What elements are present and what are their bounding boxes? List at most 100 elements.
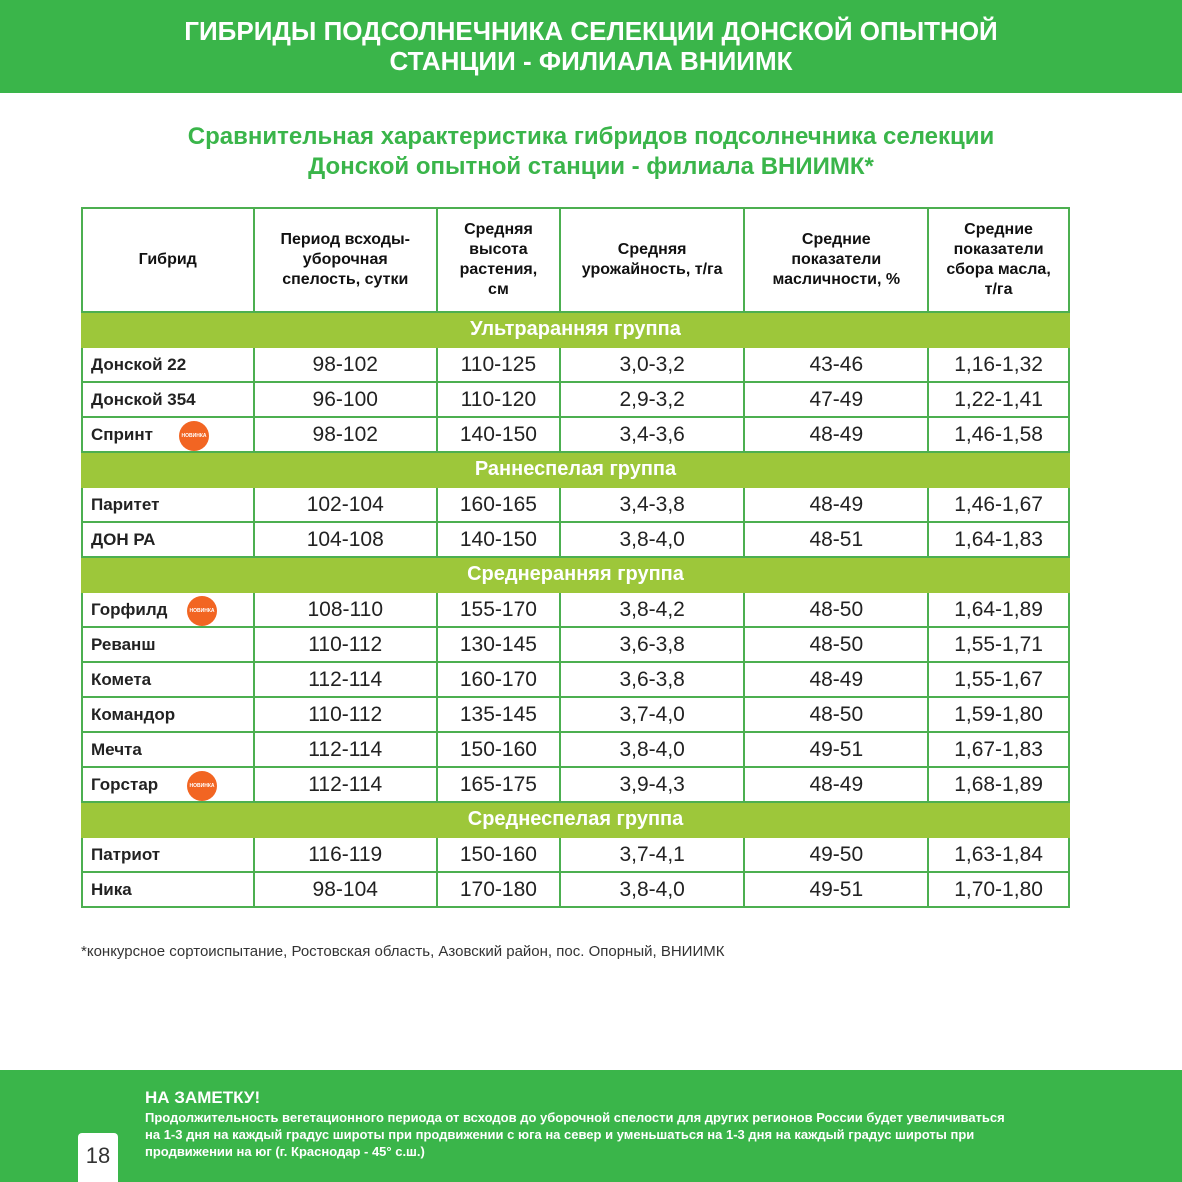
cell-value: 1,16-1,32 <box>927 346 1070 383</box>
cell-value: 3,9-4,3 <box>558 766 746 803</box>
cell-value: 3,4-3,8 <box>558 486 746 523</box>
hybrid-name-text: Мечта <box>91 739 142 759</box>
note-title: НА ЗАМЕТКУ! <box>145 1088 261 1107</box>
cell-value: 1,46-1,67 <box>927 486 1070 523</box>
cell-value: 110-120 <box>436 381 561 418</box>
cell-value: 98-102 <box>252 416 438 453</box>
cell-value: 48-50 <box>743 626 930 663</box>
group-name: Среднеранняя группа <box>81 556 1070 593</box>
hybrid-name-text: Командор <box>91 704 176 724</box>
hybrid-name-text: Патриот <box>91 844 161 864</box>
hybrid-name: Горстар НОВИНКА <box>81 766 255 803</box>
group-row: Ультраранняя группа <box>81 311 1070 348</box>
hybrid-name: Донской 22 <box>81 346 255 383</box>
cell-value: 49-50 <box>743 836 930 873</box>
hybrid-name: Горфилд НОВИНКА <box>81 591 255 628</box>
hybrid-name: Комета <box>81 661 255 698</box>
page-number: 18 <box>78 1133 118 1182</box>
cell-value: 112-114 <box>252 731 438 768</box>
column-header: Гибрид <box>81 207 255 313</box>
cell-value: 160-170 <box>436 661 561 698</box>
cell-value: 49-51 <box>743 871 930 908</box>
group-name: Ультраранняя группа <box>81 311 1070 348</box>
hybrid-name: Командор <box>81 696 255 733</box>
group-row: Среднеранняя группа <box>81 556 1070 593</box>
cell-value: 108-110 <box>252 591 438 628</box>
hybrid-name: Донской 354 <box>81 381 255 418</box>
cell-value: 135-145 <box>436 696 561 733</box>
column-header: Средняя высота растения, см <box>436 207 561 313</box>
hybrid-name: Реванш <box>81 626 255 663</box>
hybrid-name: ДОН РА <box>81 521 255 558</box>
cell-value: 140-150 <box>436 521 561 558</box>
cell-value: 48-51 <box>743 521 930 558</box>
cell-value: 3,8-4,0 <box>558 731 746 768</box>
note-text: Продолжительность вегетационного периода… <box>145 1110 1005 1159</box>
cell-value: 48-49 <box>743 486 930 523</box>
group-row: Раннеспелая группа <box>81 451 1070 488</box>
cell-value: 3,6-3,8 <box>558 626 746 663</box>
cell-value: 49-51 <box>743 731 930 768</box>
table-row: Патриот 116-119 150-160 3,7-4,1 49-50 1,63-1,… <box>81 836 1070 873</box>
hybrid-name: Ника <box>81 871 255 908</box>
table-row: Мечта 112-114 150-160 3,8-4,0 49-51 1,67-1,83 <box>81 731 1070 768</box>
cell-value: 48-50 <box>743 591 930 628</box>
table-row: Донской 354 96-100 110-120 2,9-3,2 47-49 1,22… <box>81 381 1070 418</box>
hybrid-name-text: Горфилд <box>91 599 168 619</box>
cell-value: 48-49 <box>743 416 930 453</box>
cell-value: 47-49 <box>743 381 930 418</box>
column-header: Средняя урожайность, т/га <box>558 207 746 313</box>
hybrid-name: Мечта <box>81 731 255 768</box>
hybrid-name: Паритет <box>81 486 255 523</box>
cell-value: 98-102 <box>252 346 438 383</box>
new-badge-icon: НОВИНКА <box>179 421 209 451</box>
page-header: ГИБРИДЫ ПОДСОЛНЕЧНИКА СЕЛЕКЦИИ ДОНСКОЙ О… <box>0 0 1182 93</box>
cell-value: 3,4-3,6 <box>558 416 746 453</box>
cell-value: 2,9-3,2 <box>558 381 746 418</box>
hybrid-name: Патриот <box>81 836 255 873</box>
cell-value: 170-180 <box>436 871 561 908</box>
cell-value: 110-125 <box>436 346 561 383</box>
hybrid-name-text: Донской 22 <box>91 354 187 374</box>
column-header: Период всходы-уборочная спелость, сутки <box>252 207 438 313</box>
cell-value: 1,59-1,80 <box>927 696 1070 733</box>
cell-value: 43-46 <box>743 346 930 383</box>
table-row: Ника 98-104 170-180 3,8-4,0 49-51 1,70-1,80 <box>81 871 1070 908</box>
new-badge-icon: НОВИНКА <box>187 771 217 801</box>
new-badge-icon: НОВИНКА <box>187 596 217 626</box>
hybrid-name: Спринт НОВИНКА <box>81 416 255 453</box>
cell-value: 48-49 <box>743 766 930 803</box>
cell-value: 1,64-1,83 <box>927 521 1070 558</box>
table-row: Комета 112-114 160-170 3,6-3,8 48-49 1,55-1,6… <box>81 661 1070 698</box>
cell-value: 48-49 <box>743 661 930 698</box>
cell-value: 110-112 <box>252 696 438 733</box>
cell-value: 1,46-1,58 <box>927 416 1070 453</box>
table-row: Командор 110-112 135-145 3,7-4,0 48-50 1,59-1… <box>81 696 1070 733</box>
cell-value: 3,7-4,1 <box>558 836 746 873</box>
hybrid-name-text: Спринт <box>91 424 153 444</box>
cell-value: 104-108 <box>252 521 438 558</box>
hybrid-name-text: ДОН РА <box>91 529 156 549</box>
cell-value: 96-100 <box>252 381 438 418</box>
group-name: Среднеспелая группа <box>81 801 1070 838</box>
hybrid-name-text: Донской 354 <box>91 389 196 409</box>
cell-value: 110-112 <box>252 626 438 663</box>
group-name: Раннеспелая группа <box>81 451 1070 488</box>
table-row: ДОН РА 104-108 140-150 3,8-4,0 48-51 1,64-1,8… <box>81 521 1070 558</box>
cell-value: 112-114 <box>252 766 438 803</box>
cell-value: 3,7-4,0 <box>558 696 746 733</box>
hybrid-name-text: Ника <box>91 879 132 899</box>
footnote: *конкурсное сортоиспытание, Ростовская о… <box>81 943 725 960</box>
cell-value: 150-160 <box>436 731 561 768</box>
hybrid-name-text: Горстар <box>91 774 159 794</box>
table-row: Паритет 102-104 160-165 3,4-3,8 48-49 1,46-1,… <box>81 486 1070 523</box>
cell-value: 3,8-4,0 <box>558 521 746 558</box>
cell-value: 3,8-4,2 <box>558 591 746 628</box>
cell-value: 3,6-3,8 <box>558 661 746 698</box>
cell-value: 130-145 <box>436 626 561 663</box>
table-title-line-1: Сравнительная характеристика гибридов по… <box>187 123 995 150</box>
table-row: Горфилд НОВИНКА 108-110 155-170 3,8-4,2 48-50… <box>81 591 1070 628</box>
hybrid-name-text: Реванш <box>91 634 156 654</box>
hybrid-name-text: Комета <box>91 669 152 689</box>
cell-value: 1,64-1,89 <box>927 591 1070 628</box>
